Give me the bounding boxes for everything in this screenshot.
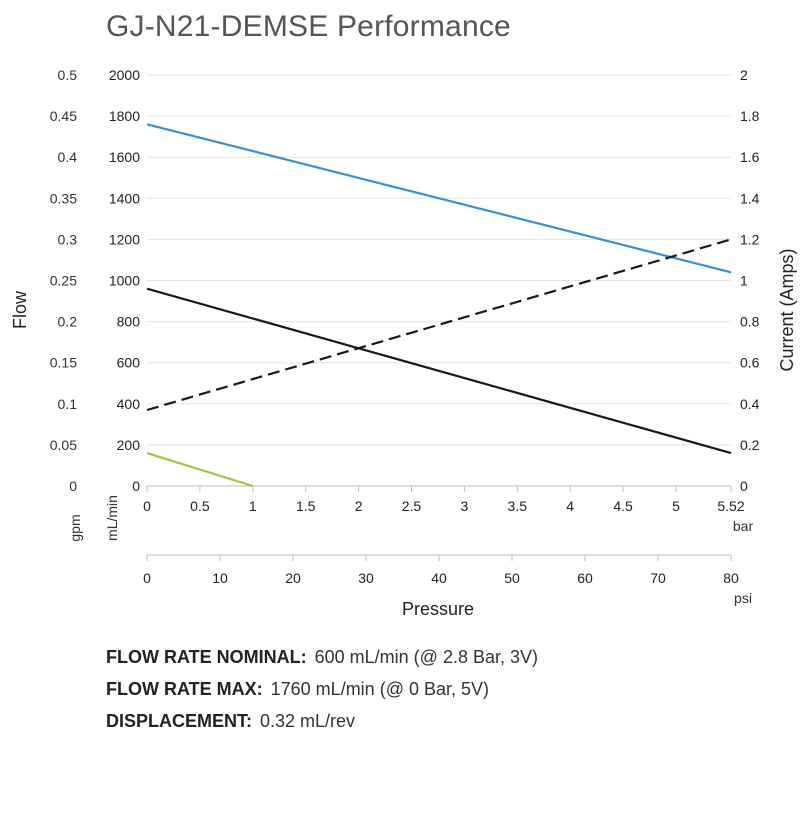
x-tick-label-bar: 4 <box>566 498 574 514</box>
y-tick-label-mlmin: 1600 <box>109 149 140 165</box>
page-title: GJ-N21-DEMSE Performance <box>106 10 511 43</box>
y-tick-label-mlmin: 200 <box>117 437 141 453</box>
series-line-4 <box>146 452 254 488</box>
y-tick-label-gpm: 0.3 <box>58 231 78 247</box>
y-tick-label-gpm: 0.2 <box>58 314 78 330</box>
y-tick-label-amps: 1.2 <box>740 231 760 247</box>
x-tick-label-psi: 0 <box>143 570 151 586</box>
performance-chart: 0 0.5 1 1.5 2 2.5 3 3.5 4 4.5 5 5.520 10 20 30 40 50 60 70… <box>10 67 797 619</box>
y-tick-label-mlmin: 0 <box>132 478 140 494</box>
y-tick-label-gpm: 0.05 <box>50 437 77 453</box>
x-tick-label-psi: 80 <box>723 570 739 586</box>
y-tick-label-mlmin: 1400 <box>109 190 140 206</box>
x-tick-label-bar: 0.5 <box>190 498 210 514</box>
series-line-1 <box>146 123 732 274</box>
psi-unit-label: psi <box>734 590 752 606</box>
x-axis-title: Pressure <box>402 599 474 619</box>
y-tick-label-mlmin: 400 <box>117 396 141 412</box>
y-tick-label-gpm: 0.4 <box>58 149 78 165</box>
spec-row-nominal-flow: FLOW RATE NOMINAL: 600 mL/min (@ 2.8 Bar,… <box>106 641 538 673</box>
spec-label: FLOW RATE MAX: <box>106 679 263 699</box>
x-tick-label-bar: 5 <box>672 498 680 514</box>
x-tick-label-bar: 3 <box>460 498 468 514</box>
spec-value: 0.32 mL/rev <box>260 711 356 731</box>
bar-unit-label: bar <box>733 518 754 534</box>
x-tick-label-psi: 70 <box>650 570 666 586</box>
y-tick-label-gpm: 0.15 <box>50 355 77 371</box>
y-tick-label-amps: 1.6 <box>740 149 760 165</box>
y-tick-label-amps: 0.8 <box>740 314 760 330</box>
y-tick-label-gpm: 0.1 <box>58 396 78 412</box>
y-tick-label-gpm: 0.45 <box>50 108 77 124</box>
x-tick-label-psi: 40 <box>431 570 447 586</box>
spec-label: FLOW RATE NOMINAL: <box>106 647 307 667</box>
x-tick-label-psi: 60 <box>577 570 593 586</box>
y-tick-label-mlmin: 1000 <box>109 273 140 289</box>
spec-row-displacement: DISPLACEMENT: 0.32 mL/rev <box>106 705 538 737</box>
y-tick-label-mlmin: 1200 <box>109 231 140 247</box>
y-tick-label-amps: 2 <box>740 67 748 83</box>
grid-lines <box>147 74 731 487</box>
spec-value: 600 mL/min (@ 2.8 Bar, 3V) <box>314 647 539 667</box>
y-tick-label-amps: 0 <box>740 478 748 494</box>
x-tick-label-psi: 20 <box>285 570 301 586</box>
y-axis-title-left: Flow <box>10 290 30 329</box>
x-tick-label-psi: 30 <box>358 570 374 586</box>
y-tick-label-mlmin: 1800 <box>109 108 140 124</box>
x-tick-label-bar: 2.5 <box>402 498 422 514</box>
y-tick-label-amps: 1.8 <box>740 108 760 124</box>
x-tick-label-bar: 4.5 <box>613 498 633 514</box>
x-tick-label-bar: 0 <box>143 498 151 514</box>
series-line-3 <box>146 238 732 412</box>
y-axis-title-right: Current (Amps) <box>777 248 797 371</box>
mlmin-unit-label: mL/min <box>104 495 120 541</box>
series-line-2 <box>146 287 732 455</box>
y-tick-label-gpm: 0.25 <box>50 273 77 289</box>
axes <box>146 485 732 561</box>
spec-list: FLOW RATE NOMINAL: 600 mL/min (@ 2.8 Bar,… <box>106 641 538 737</box>
y-tick-label-amps: 1.4 <box>740 190 760 206</box>
x-tick-label-bar: 3.5 <box>508 498 528 514</box>
series-lines <box>146 123 732 488</box>
spec-value: 1760 mL/min (@ 0 Bar, 5V) <box>270 679 490 699</box>
y-tick-label-amps: 1 <box>740 273 748 289</box>
y-tick-label-gpm: 0 <box>69 478 77 494</box>
y-tick-label-amps: 0.2 <box>740 437 760 453</box>
y-tick-label-mlmin: 2000 <box>109 67 140 83</box>
x-tick-label-bar: 1 <box>249 498 257 514</box>
y-tick-label-mlmin: 600 <box>117 355 141 371</box>
y-tick-label-gpm: 0.35 <box>50 190 77 206</box>
x-tick-label-psi: 50 <box>504 570 520 586</box>
spec-row-max-flow: FLOW RATE MAX: 1760 mL/min (@ 0 Bar, 5V) <box>106 673 538 705</box>
x-tick-label-bar: 2 <box>355 498 363 514</box>
y-tick-label-mlmin: 800 <box>117 314 141 330</box>
y-tick-label-amps: 0.4 <box>740 396 760 412</box>
x-tick-label-bar: 5.52 <box>717 498 744 514</box>
tick-labels: 0 0.5 1 1.5 2 2.5 3 3.5 4 4.5 5 5.520 10 20 30 40 50 60 70… <box>50 67 760 586</box>
x-tick-label-psi: 10 <box>212 570 228 586</box>
gpm-unit-label: gpm <box>67 514 83 541</box>
y-tick-label-gpm: 0.5 <box>58 67 78 83</box>
spec-label: DISPLACEMENT: <box>106 711 253 731</box>
y-tick-label-amps: 0.6 <box>740 355 760 371</box>
x-tick-label-bar: 1.5 <box>296 498 316 514</box>
